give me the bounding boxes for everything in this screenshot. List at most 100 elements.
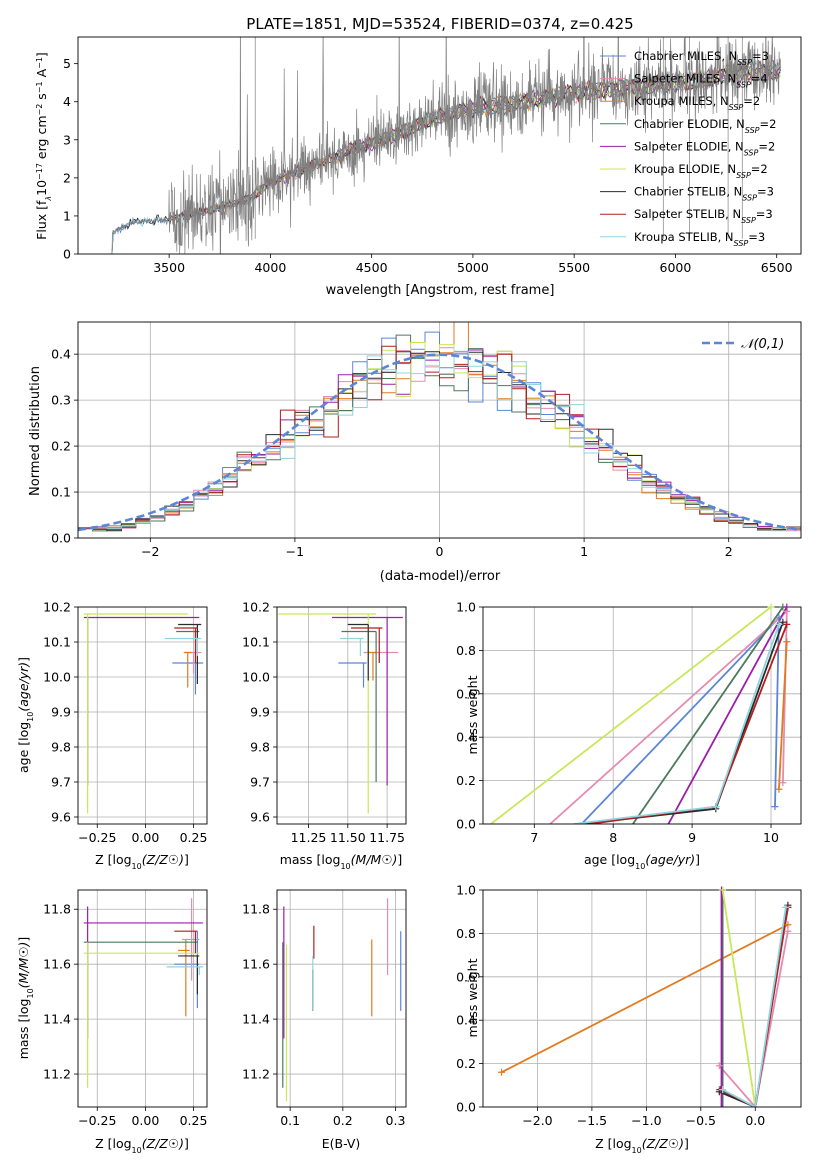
y-tick-label: 11.4 [43,1012,71,1027]
y-tick-label: 9.7 [51,775,71,790]
weight-marker [782,903,790,911]
y-tick-label: 9.9 [51,705,71,720]
label-part: (age/yr) [16,662,31,712]
legend-ssp-count: =2 [743,94,760,108]
y-tick-label: 11.2 [43,1067,71,1082]
y-tick-label: 9.8 [250,740,270,755]
weight-marker [784,927,792,935]
y-tick-label: 10.1 [43,635,71,650]
weight-marker [715,1062,723,1070]
weight-marker [779,779,787,787]
legend-subscript: SSP [737,58,752,67]
y-tick-label: 0.8 [456,926,476,941]
x-tick-label: 5500 [558,260,590,275]
label-subscript: 10 [132,1146,142,1155]
figure-title: PLATE=1851, MJD=53524, FIBERID=0374, z=0… [246,15,633,33]
weight-marker [712,803,720,811]
legend-ssp-count: =3 [757,185,774,199]
weight-marker [775,620,783,628]
plot-area [277,607,406,824]
x-axis-label: E(B-V) [322,1136,361,1151]
weight-line [490,607,772,824]
label-part: (Z/Z☉) [142,1136,184,1151]
weight-marker [784,921,792,929]
y-label-part: λ [44,196,53,202]
axes-frame [482,606,802,825]
x-tick-label: 6000 [660,260,692,275]
legend-subscript: SSP [734,238,749,247]
plot-area [78,322,801,538]
y-tick-label: 0.0 [51,531,71,546]
x-tick-label: 6500 [761,260,793,275]
label-subscript: 10 [632,1146,642,1155]
weight-marker [771,803,779,811]
label-subscript: 10 [635,862,645,871]
x-tick-label: −1.5 [577,1113,607,1128]
legend-entry-label: Kroupa ELODIE, NSSP=2 [634,162,768,180]
legend-subscript: SSP [742,193,757,202]
label-part: ] [684,1136,689,1151]
x-tick-label: 0.00 [131,1113,159,1128]
y-tick-label: 11.6 [242,957,270,972]
label-subscript: 10 [132,862,142,871]
y-tick-label: 0.4 [456,1013,476,1028]
x-tick-label: 0.3 [386,1113,406,1128]
legend-ssp-count: =3 [752,49,769,63]
axes-frame [77,606,208,825]
x-tick-label: 3500 [153,260,185,275]
legend-ssp-count: =2 [758,139,775,153]
y-tick-label: 9.9 [250,705,270,720]
legend-ssp-count: =3 [756,207,773,221]
x-tick-label: −1 [286,544,304,559]
y-label-part: −1 [35,57,44,69]
y-tick-label: 1.0 [456,883,476,898]
label-part: ] [16,657,31,662]
weight-line [778,641,788,790]
legend-ssp-count: =2 [760,117,777,131]
legend-ssp-count: =3 [748,230,765,244]
x-tick-label: 0.2 [333,1113,353,1128]
label-part: (M/M☉) [16,942,31,989]
histogram-step [78,345,801,531]
y-tick-label: 11.2 [242,1067,270,1082]
x-tick-label: −2.0 [522,1113,552,1128]
legend-entry-label: Chabrier ELODIE, NSSP=2 [634,117,776,135]
legend-entry-label: Salpeter STELIB, NSSP=3 [634,207,773,225]
x-axis-label: (data-model)/error [380,569,501,584]
y-tick-label: 4 [63,94,71,109]
x-tick-label: 11.75 [369,830,405,845]
x-tick-label: −2 [141,544,159,559]
x-tick-label: 0.1 [280,1113,300,1128]
x-tick-label: 0.25 [180,1113,208,1128]
x-tick-label: 0.0 [745,1113,765,1128]
y-tick-label: 11.8 [43,902,71,917]
y-tick-label: 2 [63,170,71,185]
label-part: (Z/Z☉) [642,1136,684,1151]
y-tick-label: 0.2 [456,1056,476,1071]
x-tick-label: 2 [725,544,733,559]
axes-frame [77,889,208,1108]
y-tick-label: 11.6 [43,957,71,972]
panel-mass_vs_EBV: 0.1 0.2 0.3 11.2 11.4 11.6 11.8 E(B-V) [242,889,407,1151]
y-tick-label: 10.0 [242,670,270,685]
axes-frame [276,606,407,825]
x-axis-label: Z [log10(Z/Z☉)] [95,1136,189,1155]
legend-subscript: SSP [736,171,751,180]
label-subscript: 10 [26,988,35,998]
label-part: (M/M☉) [351,852,398,867]
panel-age_vs_mass: 11.25 11.50 11.75 9.6 9.7 9.8 9.9 10.0 10.1 10.2 m… [242,600,407,871]
legend-ssp-count: =4 [751,72,768,86]
y-tick-label: 0.8 [456,643,476,658]
panel-age_vs_Z: −0.25 0.00 0.25 9.6 9.7 9.8 9.9 10.0 10.1 10.2 Z [… [16,600,208,871]
x-tick-label: 1 [580,544,588,559]
y-axis-label: mass weight [465,675,480,754]
y-tick-label: 10.2 [43,600,71,615]
panel-spectrum: 3500 4000 4500 5000 5500 6000 6500 0 1 2 3 4 5 Chabri… [34,36,802,298]
x-tick-label: 9 [688,830,696,845]
plot-area [483,890,801,1107]
weight-marker [775,614,783,622]
weight-line [722,907,787,1107]
x-tick-label: 0.25 [180,830,208,845]
x-axis-label: mass [log10(M/M☉)] [280,852,403,871]
